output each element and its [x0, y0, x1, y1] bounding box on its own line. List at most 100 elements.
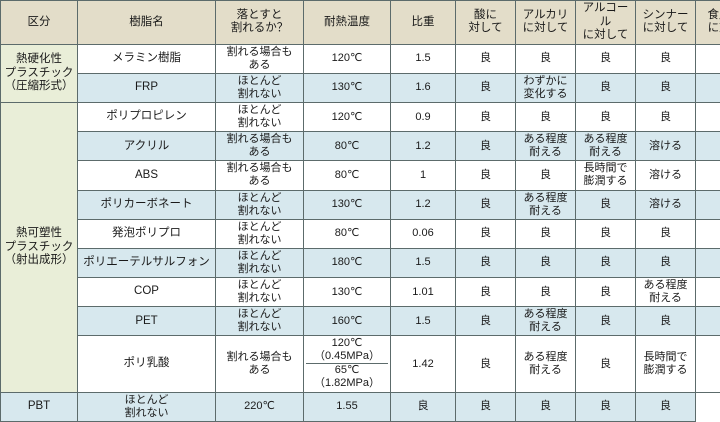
header-row: 区分 樹脂名 落とすと 割れるか？ 耐熱温度 比重 酸に 対して アルカリ に対…: [0, 0, 720, 45]
cell-thinner-resistance: 溶ける: [635, 160, 696, 191]
column-header-alkali: アルカリ に対して: [515, 0, 576, 45]
column-header-specific-gravity: 比重: [390, 0, 456, 45]
header-label-breakability-line2: 割れるか？: [230, 22, 289, 35]
cell-breakability-line2: 割れない: [237, 292, 282, 305]
cell-specific-gravity: 1.55: [303, 391, 391, 422]
cell-acid-resistance-line1: 良: [480, 52, 491, 65]
cell-acid-resistance-line1: 良: [480, 198, 491, 211]
cell-alcohol-resistance-line2: 膨潤する: [583, 175, 628, 188]
table-row: PBT ほとんど 割れない 220℃ 1.55 良良良良良: [0, 391, 720, 422]
cell-thinner-resistance-line1: 良: [660, 314, 671, 327]
cell-alkali-resistance-line1: 良: [540, 256, 551, 269]
cell-resin-name: ポリカーボネート: [77, 189, 216, 220]
cell-resin-name: PBT: [0, 391, 78, 422]
cell-alkali-resistance-line1: 良: [540, 227, 551, 240]
cell-alcohol-resistance-line1: 良: [600, 285, 611, 298]
cell-alcohol-resistance-line1: 良: [600, 357, 611, 370]
cell-alcohol-resistance-line1: 長時間で: [583, 162, 628, 175]
cell-alkali-resistance: わずかに 変化する: [515, 72, 576, 104]
cell-breakability: 割れる場合も ある: [215, 160, 304, 191]
cell-alkali-resistance: ある程度 耐える: [515, 131, 576, 162]
cell-specific-gravity: 1.2: [390, 189, 456, 220]
cell-edible-oil-resistance-line1: 良: [698, 198, 720, 211]
table-body: 熱硬化性 プラスチック （圧縮形式） メラミン樹脂 割れる場合も ある 120℃ 1.5 良良良…: [0, 43, 720, 422]
cell-breakability-line1: ほとんど: [124, 393, 169, 406]
header-label-thinner-line2: に対して: [642, 22, 689, 35]
cell-breakability-line2: 割れない: [237, 117, 282, 130]
cell-resin-name: 発泡ポリプロ: [77, 218, 216, 249]
cell-thinner-resistance-line1: 良: [660, 227, 671, 240]
cell-acid-resistance-line1: 良: [480, 285, 491, 298]
cell-thinner-resistance: 良: [635, 247, 696, 279]
group-label-line1: 熱硬化性: [16, 53, 62, 66]
cell-breakability: ほとんど 割れない: [215, 189, 304, 220]
cell-resin-name: FRP: [77, 72, 216, 104]
cell-alcohol-resistance: 良: [575, 306, 636, 337]
cell-alcohol-resistance-line1: 良: [600, 256, 611, 269]
cell-thinner-resistance: 良: [635, 72, 696, 104]
cell-specific-gravity: 1.6: [390, 72, 456, 104]
cell-heat-resistance: 120℃: [303, 102, 391, 133]
cell-resin-name: COP: [77, 277, 216, 308]
cell-acid-resistance: 良: [455, 218, 516, 249]
cell-edible-oil-resistance: 良: [695, 102, 720, 133]
cell-edible-oil-resistance-line1: 良: [660, 400, 671, 413]
cell-thinner-resistance: 溶ける: [635, 189, 696, 220]
cell-acid-resistance: 良: [455, 189, 516, 220]
cell-alkali-resistance-line1: 良: [540, 110, 551, 123]
cell-breakability: 割れる場合も ある: [215, 131, 304, 162]
cell-acid-resistance: 良: [455, 306, 516, 337]
group-label-line2: プラスチック: [4, 240, 74, 253]
cell-alkali-resistance: ある程度 耐える: [515, 306, 576, 337]
group-label-cell: 熱硬化性 プラスチック （圧縮形式）: [0, 43, 78, 104]
cell-resin-name: ポリプロピレン: [77, 102, 216, 133]
cell-alcohol-resistance-line1: 良: [600, 314, 611, 327]
cell-alkali-resistance: ある程度 耐える: [515, 335, 576, 393]
cell-thinner-resistance-line1: 良: [660, 110, 671, 123]
cell-alkali-resistance-line1: 良: [540, 168, 551, 181]
cell-alkali-resistance: 良: [455, 391, 516, 422]
cell-heat-resistance: 180℃: [303, 247, 391, 279]
cell-acid-resistance: 良: [455, 335, 516, 393]
header-label-edible-oil-line2: に対して: [707, 22, 720, 35]
column-header-resin-name: 樹脂名: [77, 0, 216, 45]
cell-breakability-line2: ある: [248, 146, 271, 159]
cell-thinner-resistance-line1: 良: [660, 256, 671, 269]
cell-specific-gravity: 1.5: [390, 306, 456, 337]
cell-resin-name: ポリエーテルサルフォン: [77, 247, 216, 279]
cell-acid-resistance: 良: [455, 102, 516, 133]
cell-thinner-resistance-line1: 長時間で: [643, 351, 688, 364]
cell-specific-gravity: 1: [390, 160, 456, 191]
cell-breakability-line1: ほとんど: [237, 191, 282, 204]
cell-acid-resistance-line1: 良: [480, 357, 491, 370]
cell-acid-resistance: 良: [455, 277, 516, 308]
header-label-resin-name: 樹脂名: [129, 15, 164, 28]
cell-specific-gravity: 0.06: [390, 218, 456, 249]
cell-breakability: ほとんど 割れない: [77, 391, 216, 422]
cell-edible-oil-resistance: 良: [695, 335, 720, 393]
cell-acid-resistance-line1: 良: [480, 314, 491, 327]
cell-thinner-resistance-line1: 良: [660, 52, 671, 65]
cell-edible-oil-resistance: 良: [695, 131, 720, 162]
column-header-kubun: 区分: [0, 0, 78, 45]
cell-thinner-resistance-line2: 膨潤する: [643, 364, 688, 377]
column-header-acid: 酸に 対して: [455, 0, 516, 45]
cell-alkali-resistance: 良: [515, 160, 576, 191]
cell-acid-resistance-line1: 良: [480, 256, 491, 269]
cell-breakability-line1: 割れる場合も: [226, 133, 293, 146]
cell-breakability: ほとんど 割れない: [215, 218, 304, 249]
group-label-line3: （射出成形）: [4, 254, 74, 267]
cell-thinner-resistance-line1: 溶ける: [649, 139, 682, 152]
cell-breakability-line2: 割れない: [237, 87, 282, 100]
cell-breakability: ほとんど 割れない: [215, 306, 304, 337]
cell-breakability-line2: ある: [248, 175, 271, 188]
column-header-heat-resistance: 耐熱温度: [303, 0, 391, 45]
cell-heat-resistance: 80℃: [303, 160, 391, 191]
cell-breakability: ほとんど 割れない: [215, 277, 304, 308]
cell-thinner-resistance: 良: [575, 391, 636, 422]
header-label-edible-oil-line1: 食用油類: [707, 8, 720, 21]
cell-breakability-line1: ほとんど: [237, 220, 282, 233]
header-label-acid-line1: 酸に: [474, 8, 497, 21]
